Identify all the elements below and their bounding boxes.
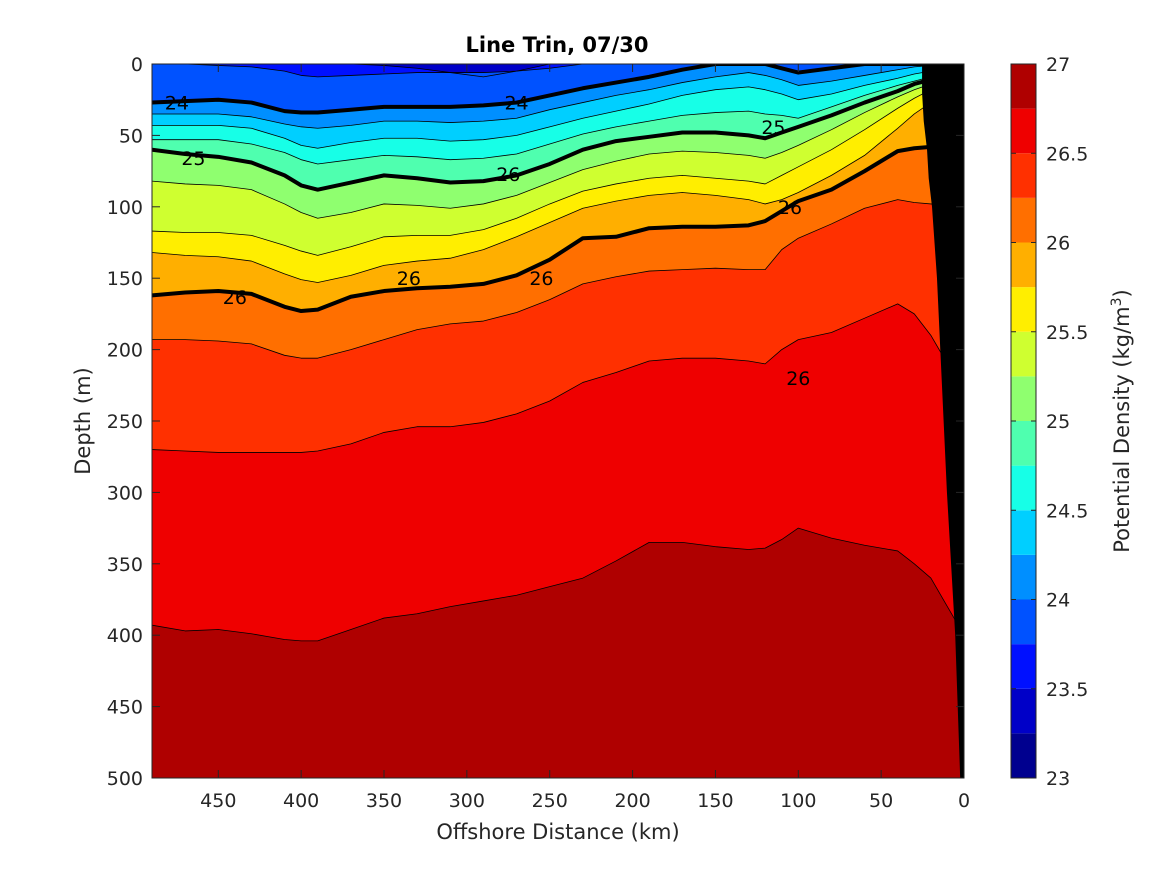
colorbar-tick-label: 25 [1046, 411, 1070, 433]
colorbar-tick-label: 26 [1046, 233, 1070, 255]
contour-label-24: 24 [165, 93, 189, 115]
colorbar-label-superscript: 3 [1109, 297, 1125, 306]
colorbar-tick-label: 27 [1046, 54, 1070, 76]
x-tick-label: 450 [200, 790, 236, 812]
y-tick-label: 200 [107, 340, 143, 362]
colorbar-swatch [1011, 197, 1036, 243]
y-tick-label: 50 [119, 125, 143, 147]
colorbar-swatch [1011, 153, 1036, 198]
x-tick-label: 50 [869, 790, 893, 812]
contour-line-24 [152, 64, 964, 115]
bathymetry [922, 64, 964, 778]
y-tick-label: 100 [107, 197, 143, 219]
y-axis-label: Depth (m) [71, 367, 95, 474]
contour-line-24.5 [152, 65, 964, 149]
contour-line-25.5 [152, 77, 964, 256]
contour-line-26.75 [152, 527, 964, 642]
density-band-26.75 [152, 528, 964, 778]
contour-label-26: 26 [529, 268, 553, 290]
contour-line-24.75 [152, 67, 964, 165]
y-tick-label: 300 [107, 482, 143, 504]
contour-label-26: 26 [778, 197, 802, 219]
contour-line-25 [152, 70, 964, 192]
colorbar-swatch [1011, 688, 1036, 734]
x-tick-label: 300 [449, 790, 485, 812]
colorbar-swatch [1011, 644, 1036, 689]
colorbar-tick-label: 25.5 [1046, 322, 1088, 344]
y-axis: 0 50 100 150 200 250 300 350 400 450 500 [107, 54, 964, 790]
x-tick-label: 200 [614, 790, 650, 812]
y-tick-label: 350 [107, 554, 143, 576]
contour-line-25.75 [152, 85, 964, 283]
x-tick-label: 350 [366, 790, 402, 812]
contour-label-25: 25 [181, 148, 205, 170]
contour-line-25.25 [152, 75, 964, 219]
colorbar-tick-label: 23 [1046, 768, 1070, 790]
colorbar-tick-label: 23.5 [1046, 679, 1088, 701]
contour-label-24: 24 [504, 93, 528, 115]
x-tick-label: 250 [532, 790, 568, 812]
y-tick-label: 450 [107, 697, 143, 719]
colorbar-swatch [1011, 108, 1036, 154]
y-tick-label: 150 [107, 268, 143, 290]
colorbar-swatch [1011, 331, 1036, 377]
colorbar-swatch [1011, 242, 1036, 288]
y-tick-label: 250 [107, 411, 143, 433]
contour-line-24.25 [152, 64, 964, 129]
contour-line-23.75 [152, 64, 964, 78]
colorbar-tick-label: 24 [1046, 590, 1070, 612]
contour-line-26.5 [152, 303, 964, 453]
x-axis: 450 400 350 300 250 200 150 100 50 0 [200, 64, 970, 812]
x-tick-label: 400 [283, 790, 319, 812]
y-tick-label: 0 [131, 54, 143, 76]
colorbar-label-text: Potential Density (kg/m [1110, 306, 1134, 552]
colorbar-swatch [1011, 733, 1036, 778]
colorbar-tick-label: 26.5 [1046, 143, 1088, 165]
colorbar-swatch [1011, 554, 1036, 600]
chart-title: Line Trin, 07/30 [465, 33, 648, 57]
x-tick-label: 100 [780, 790, 816, 812]
contour-label-26: 26 [223, 287, 247, 309]
colorbar-swatch [1011, 287, 1036, 332]
y-tick-label: 500 [107, 768, 143, 790]
contour-label-26: 26 [397, 268, 421, 290]
contour-lines [152, 64, 964, 642]
x-tick-label: 0 [958, 790, 970, 812]
colorbar-swatch [1011, 510, 1036, 555]
x-tick-label: 150 [697, 790, 733, 812]
colorbar-swatch [1011, 376, 1036, 421]
colorbar-swatch [1011, 421, 1036, 466]
colorbar-label-close: ) [1110, 289, 1134, 297]
contour-label-26: 26 [786, 368, 810, 390]
colorbar-label: Potential Density (kg/m3) [1109, 289, 1134, 553]
contour-line-26.25 [152, 199, 964, 359]
contour-labels: 24 24 25 25 26 26 26 26 26 26 [165, 93, 811, 391]
contour-line-26 [152, 144, 964, 314]
x-axis-label: Offshore Distance (km) [436, 820, 679, 844]
colorbar-swatch [1011, 465, 1036, 511]
contour-label-26: 26 [496, 164, 520, 186]
colorbar-swatch [1011, 599, 1036, 645]
colorbar-tick-label: 24.5 [1046, 500, 1088, 522]
y-tick-label: 400 [107, 625, 143, 647]
colorbar-swatch [1011, 64, 1036, 109]
colorbar: 23 23.5 24 24.5 25 25.5 26 26.5 27 [1010, 54, 1088, 790]
contour-label-25: 25 [761, 117, 785, 139]
plot-area: 24 24 25 25 26 26 26 26 26 26 450 400 350 300 250 200 15… [107, 54, 970, 812]
contour-fills [152, 64, 964, 778]
